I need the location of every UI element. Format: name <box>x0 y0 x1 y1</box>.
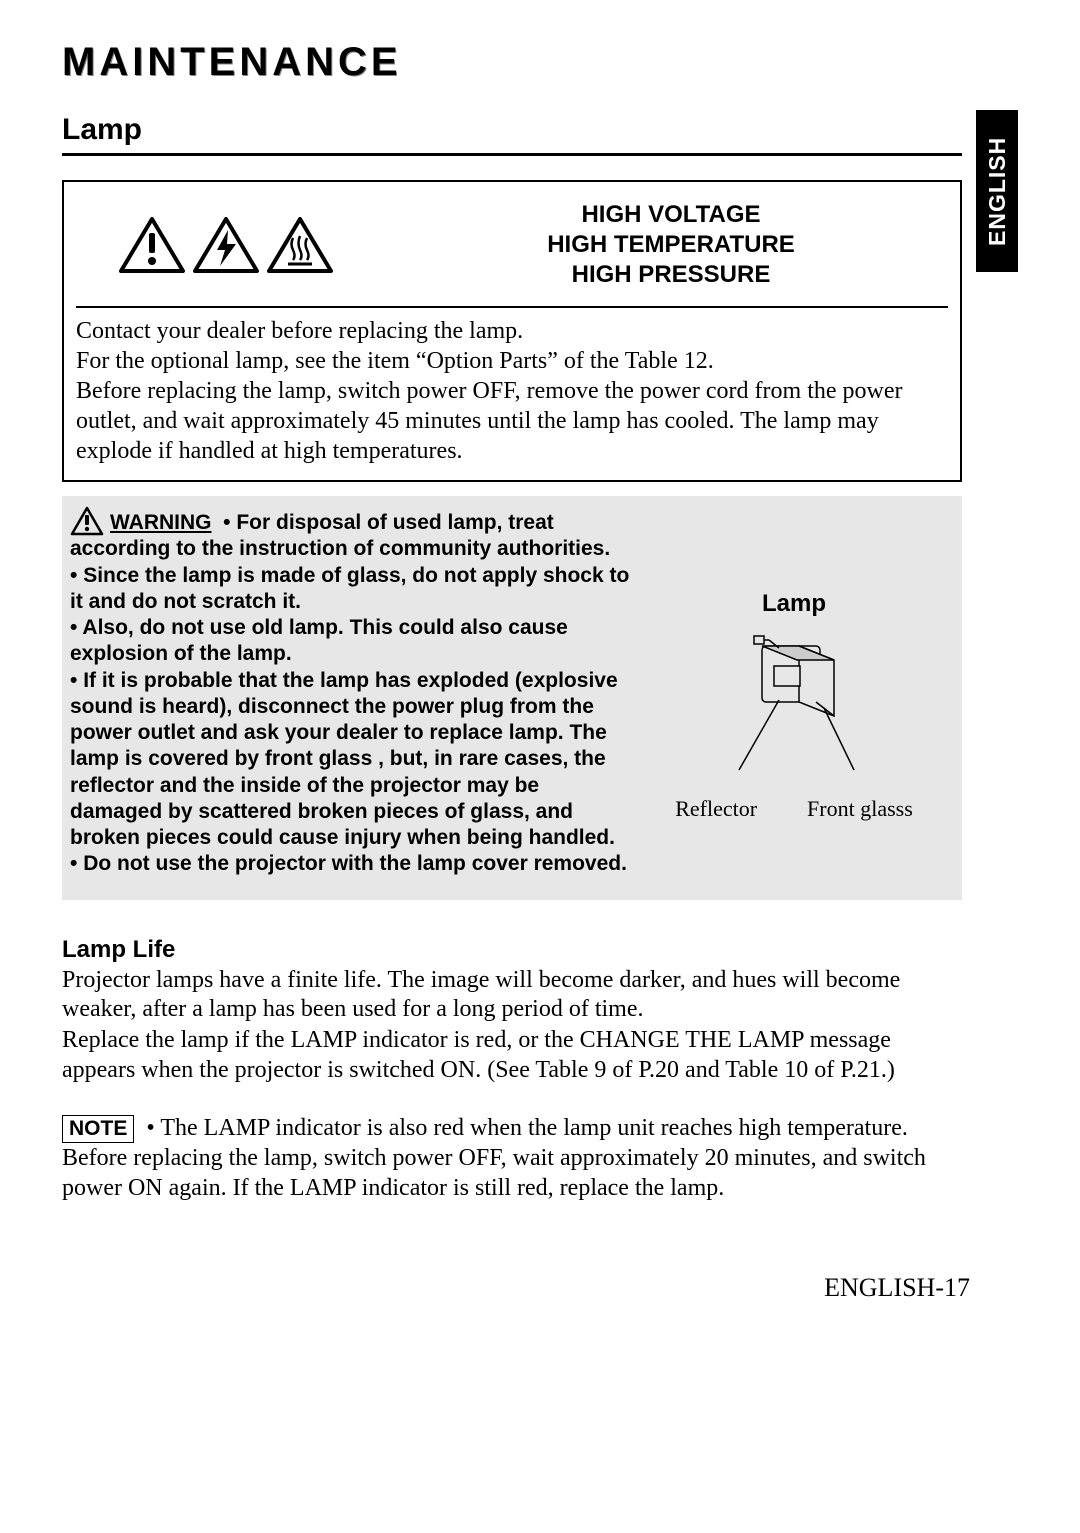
warning-icon <box>118 216 186 274</box>
language-tab: ENGLISH <box>976 110 1018 272</box>
page-content: MAINTENANCE Lamp <box>62 40 962 1203</box>
hazard-line: HIGH PRESSURE <box>394 260 948 290</box>
hazard-line: HIGH TEMPERATURE <box>394 230 948 260</box>
hazard-top-row: HIGH VOLTAGE HIGH TEMPERATURE HIGH PRESS… <box>76 200 948 308</box>
warning-icon <box>70 506 104 536</box>
section-title: Lamp <box>62 113 962 156</box>
hazard-box: HIGH VOLTAGE HIGH TEMPERATURE HIGH PRESS… <box>62 180 962 482</box>
hot-surface-icon <box>266 216 334 274</box>
hazard-line: HIGH VOLTAGE <box>394 200 948 230</box>
front-glass-label: Front glasss <box>807 796 913 822</box>
warning-panel: WARNING • For disposal of used lamp, tre… <box>62 496 962 900</box>
main-title: MAINTENANCE <box>62 40 962 85</box>
lamp-illustration <box>684 630 904 790</box>
lamp-life-p2: Replace the lamp if the LAMP indicator i… <box>62 1026 962 1085</box>
hazard-icons <box>118 216 334 274</box>
diagram-title: Lamp <box>634 590 954 618</box>
hazard-labels: HIGH VOLTAGE HIGH TEMPERATURE HIGH PRESS… <box>394 200 948 290</box>
warning-bullet: Also, do not use old lamp. This could al… <box>70 616 568 665</box>
note-block: NOTE • The LAMP indicator is also red wh… <box>62 1113 962 1203</box>
warning-bullet: If it is probable that the lamp has expl… <box>70 669 618 850</box>
warning-text: WARNING • For disposal of used lamp, tre… <box>70 510 634 878</box>
warning-bullet: Do not use the projector with the lamp c… <box>83 852 627 875</box>
diagram-column: Lamp Reflector <box>634 510 954 878</box>
page-number: ENGLISH-17 <box>824 1273 970 1303</box>
lamp-life-heading: Lamp Life <box>62 936 962 964</box>
reflector-label: Reflector <box>675 796 757 822</box>
note-label: NOTE <box>62 1115 134 1143</box>
hazard-body: Contact your dealer before replacing the… <box>76 308 948 466</box>
warning-label: WARNING <box>110 511 212 534</box>
note-text: The LAMP indicator is also red when the … <box>62 1115 926 1201</box>
warning-bullet: Since the lamp is made of glass, do not … <box>70 564 629 613</box>
lamp-life-p1: Projector lamps have a finite life. The … <box>62 966 962 1025</box>
lamp-diagram: Lamp Reflector <box>634 510 954 822</box>
diagram-labels: Reflector Front glasss <box>634 796 954 822</box>
high-voltage-icon <box>192 216 260 274</box>
